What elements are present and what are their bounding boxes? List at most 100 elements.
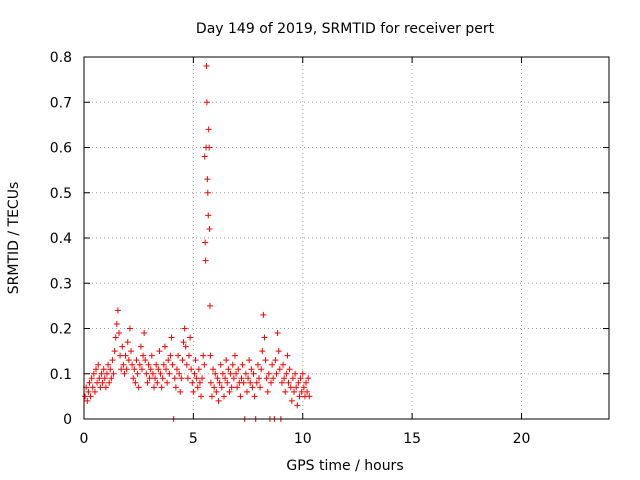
data-point xyxy=(95,361,102,368)
data-point xyxy=(128,348,135,355)
data-point xyxy=(145,361,152,368)
data-point xyxy=(179,357,186,364)
data-point xyxy=(152,375,159,382)
data-point xyxy=(248,366,255,373)
data-point xyxy=(243,388,250,395)
data-point xyxy=(117,352,124,359)
data-point xyxy=(84,397,91,404)
data-point xyxy=(211,384,218,391)
data-point xyxy=(210,366,217,373)
y-tick-label: 0.3 xyxy=(50,276,72,292)
data-point xyxy=(235,366,242,373)
data-point xyxy=(93,366,100,373)
data-point xyxy=(105,361,112,368)
data-point xyxy=(98,370,105,377)
data-point xyxy=(155,366,162,373)
data-point xyxy=(177,388,184,395)
data-point xyxy=(304,388,311,395)
data-point xyxy=(147,366,154,373)
data-point xyxy=(242,370,249,377)
data-point xyxy=(305,375,312,382)
data-point xyxy=(207,302,213,309)
y-tick-label: 0.1 xyxy=(50,367,72,383)
data-point xyxy=(140,352,147,359)
data-point xyxy=(300,384,307,391)
data-point xyxy=(219,370,226,377)
data-point xyxy=(234,384,241,391)
data-point xyxy=(191,370,198,377)
x-tick-label: 5 xyxy=(189,431,198,447)
x-tick-label: 10 xyxy=(294,431,312,447)
data-point xyxy=(288,397,295,404)
data-point xyxy=(118,366,125,373)
data-point xyxy=(206,225,213,232)
data-point xyxy=(287,384,294,391)
data-point xyxy=(202,239,209,246)
data-point xyxy=(238,375,245,382)
data-point xyxy=(94,379,101,386)
data-point xyxy=(204,189,211,196)
data-point xyxy=(223,357,230,364)
data-point xyxy=(176,370,183,377)
data-point xyxy=(109,357,116,364)
data-point xyxy=(106,379,113,386)
data-point xyxy=(263,375,270,382)
data-point xyxy=(260,311,267,318)
data-point xyxy=(258,366,265,373)
data-point xyxy=(100,366,107,373)
data-point xyxy=(293,384,300,391)
data-point xyxy=(124,339,131,346)
data-point xyxy=(299,370,306,377)
data-point xyxy=(88,375,95,382)
data-point xyxy=(181,325,188,332)
data-point xyxy=(113,320,120,327)
data-point xyxy=(303,379,310,386)
data-point xyxy=(125,357,132,364)
data-point xyxy=(101,375,108,382)
data-point xyxy=(91,388,98,395)
data-point xyxy=(138,366,145,373)
data-point xyxy=(102,384,109,391)
data-point xyxy=(169,361,176,368)
data-point xyxy=(297,375,304,382)
data-point xyxy=(273,370,280,377)
data-point xyxy=(276,366,283,373)
data-point xyxy=(280,361,287,368)
data-point xyxy=(201,361,208,368)
data-point xyxy=(134,370,141,377)
data-point xyxy=(254,361,261,368)
data-point xyxy=(250,370,257,377)
data-point xyxy=(121,370,128,377)
data-point xyxy=(195,366,202,373)
data-point xyxy=(269,361,276,368)
data-point xyxy=(194,384,201,391)
data-point xyxy=(166,370,173,377)
data-point xyxy=(163,366,170,373)
data-point xyxy=(85,388,92,395)
data-point xyxy=(270,375,277,382)
data-point xyxy=(230,375,237,382)
data-point xyxy=(89,384,96,391)
data-point xyxy=(213,388,220,395)
chart-title: Day 149 of 2019, SRMTID for receiver per… xyxy=(196,21,495,37)
data-point xyxy=(200,352,207,359)
data-point xyxy=(274,330,281,337)
data-point xyxy=(190,388,197,395)
data-point xyxy=(212,370,219,377)
data-point xyxy=(249,384,256,391)
data-point xyxy=(167,352,174,359)
data-point xyxy=(119,343,126,350)
data-point xyxy=(215,397,222,404)
data-point xyxy=(184,375,191,382)
data-point xyxy=(111,348,118,355)
data-point xyxy=(239,361,246,368)
data-point xyxy=(131,366,138,373)
data-point xyxy=(107,366,114,373)
data-point xyxy=(151,384,157,391)
data-point xyxy=(136,361,143,368)
data-point xyxy=(161,343,168,350)
data-point xyxy=(129,361,136,368)
data-point xyxy=(156,348,163,355)
data-point xyxy=(203,99,210,106)
